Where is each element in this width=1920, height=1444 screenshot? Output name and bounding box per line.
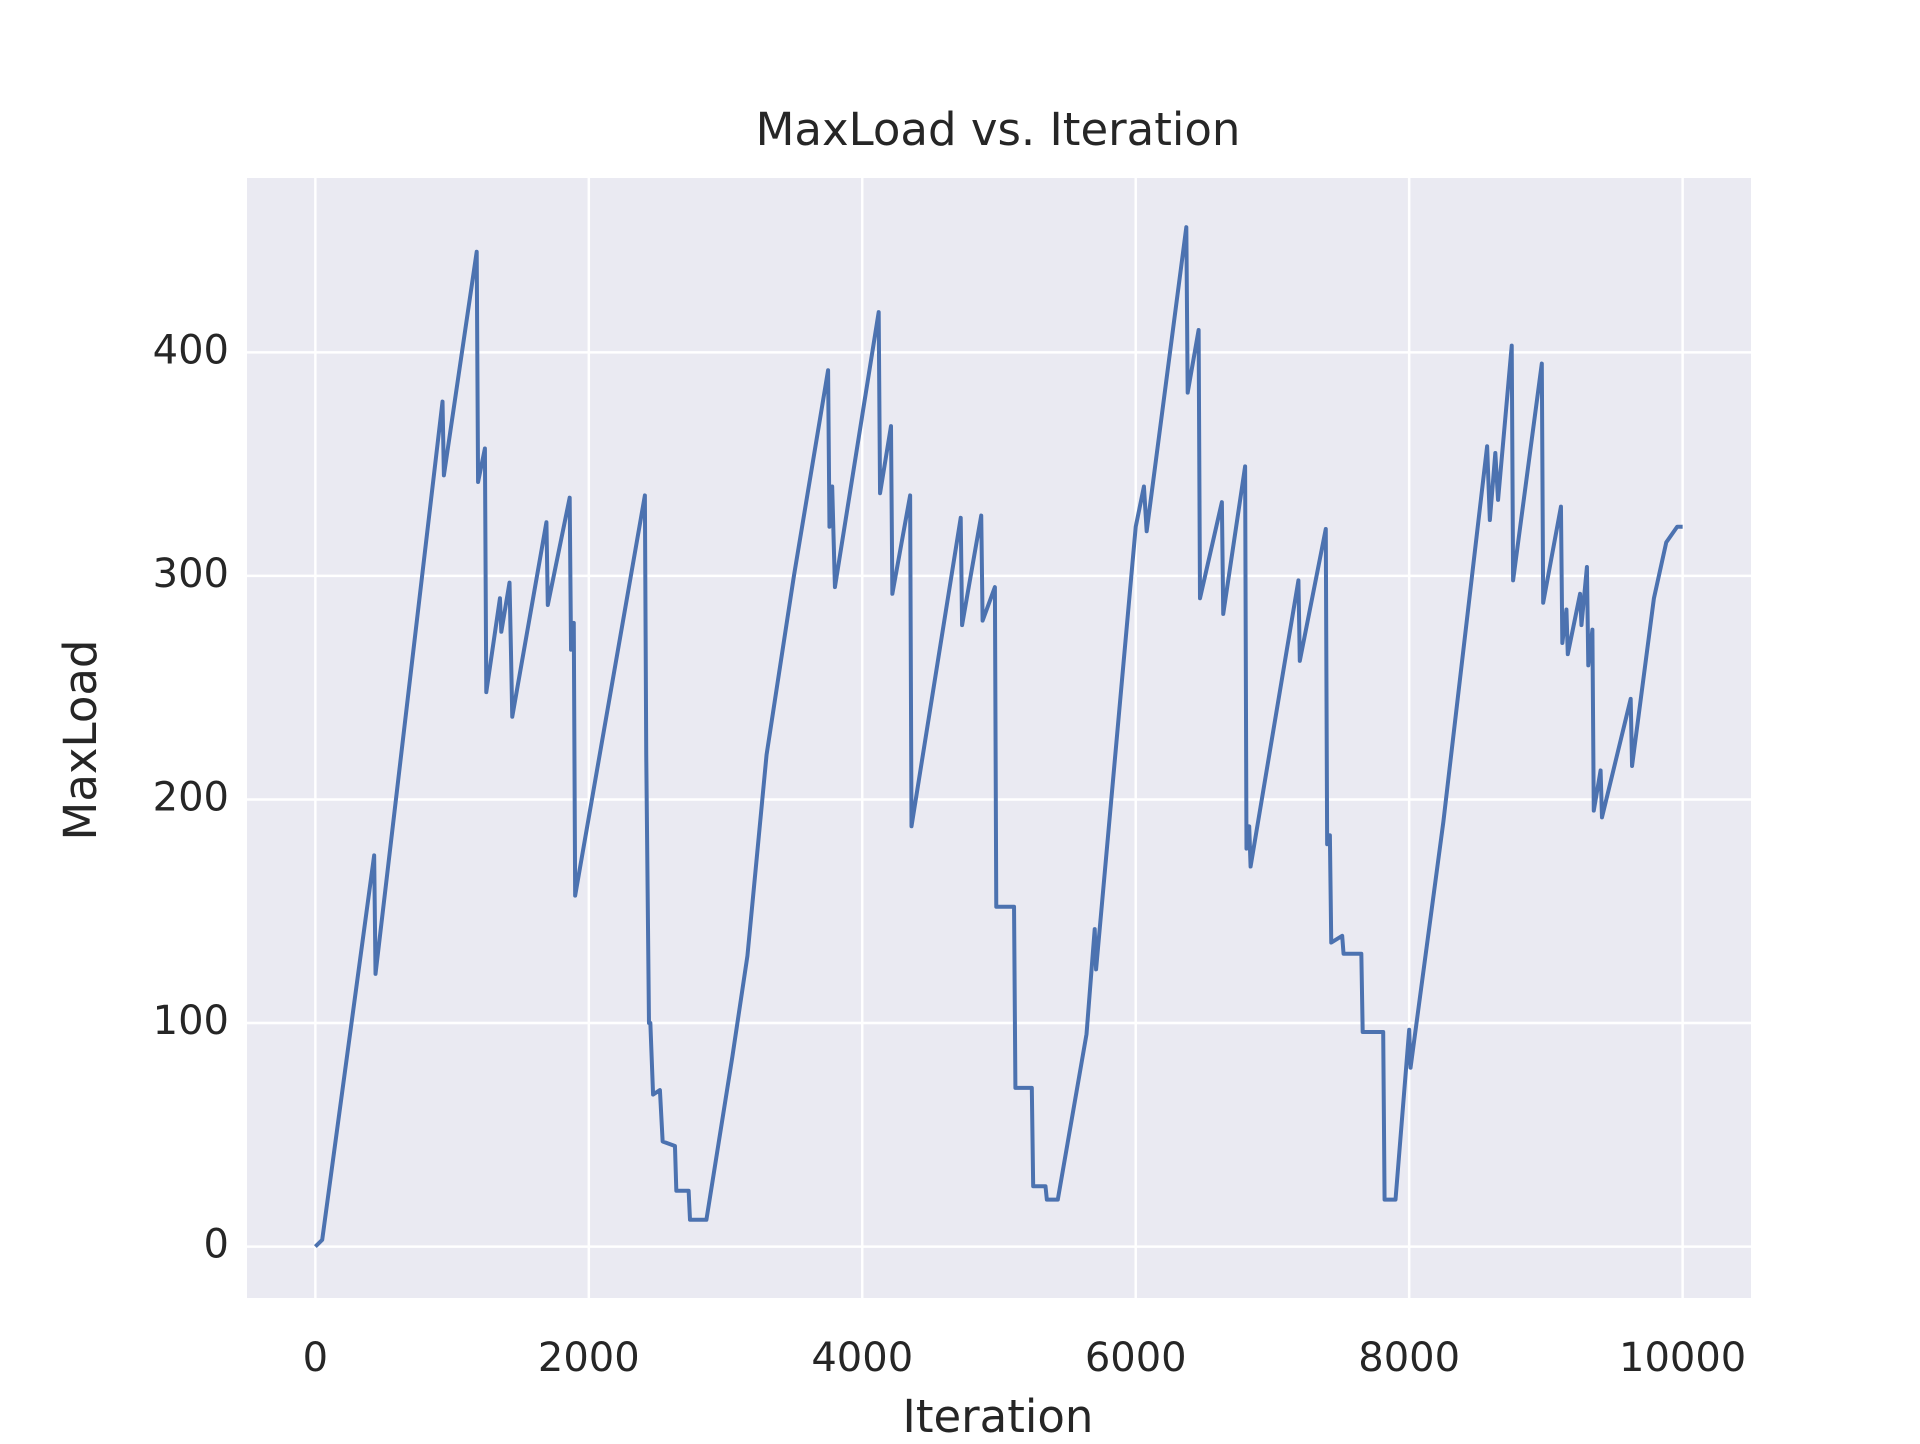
y-tick-label: 200 [153, 774, 229, 820]
y-tick-label: 400 [153, 327, 229, 373]
x-tick-label: 6000 [1085, 1335, 1187, 1381]
plot-area [247, 178, 1751, 1298]
x-tick-label: 2000 [538, 1335, 640, 1381]
y-tick-label: 100 [153, 998, 229, 1044]
x-tick-label: 10000 [1619, 1335, 1746, 1381]
x-tick-label: 0 [303, 1335, 328, 1381]
x-tick-label: 4000 [811, 1335, 913, 1381]
chart-title: MaxLoad vs. Iteration [756, 103, 1241, 156]
y-tick-label: 0 [204, 1222, 229, 1268]
x-tick-label: 8000 [1358, 1335, 1460, 1381]
y-axis-label: MaxLoad [54, 640, 107, 841]
y-tick-label: 300 [153, 551, 229, 597]
x-axis-label: Iteration [903, 1390, 1094, 1440]
data-line [313, 225, 1683, 1249]
